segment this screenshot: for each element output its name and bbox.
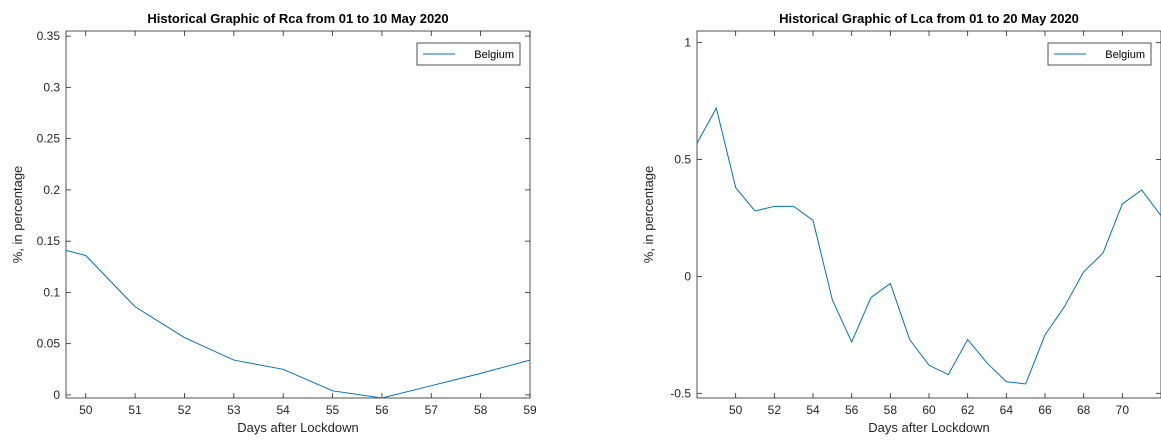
- y-tick-label: 0.15: [37, 234, 61, 248]
- x-tick-label: 60: [922, 403, 936, 417]
- chart-title: Historical Graphic of Rca from 01 to 10 …: [147, 11, 448, 26]
- y-tick-label: 1: [684, 36, 691, 50]
- legend: Belgium: [1047, 42, 1152, 66]
- x-tick-label: 51: [128, 403, 142, 417]
- y-tick-label: 0: [53, 388, 60, 402]
- series-line-belgium: [66, 249, 530, 398]
- legend-label: Belgium: [474, 49, 514, 61]
- x-tick-label: 52: [178, 403, 192, 417]
- legend-box: [416, 42, 521, 66]
- y-tick-label: 0.25: [37, 132, 61, 146]
- x-tick-label: 50: [729, 403, 743, 417]
- x-tick-label: 59: [523, 403, 537, 417]
- x-tick-label: 68: [1077, 403, 1091, 417]
- chart-1: Historical Graphic of Rca from 01 to 10 …: [10, 11, 537, 435]
- y-tick-label: 0: [684, 269, 691, 283]
- x-axis-label: Days after Lockdown: [237, 420, 358, 435]
- y-axis-label: %, in percentage: [641, 166, 656, 264]
- y-tick-label: 0.3: [43, 80, 60, 94]
- y-tick-label: 0.1: [43, 285, 60, 299]
- series-line-belgium: [697, 106, 1161, 385]
- x-axis-label: Days after Lockdown: [868, 420, 989, 435]
- x-tick-label: 53: [227, 403, 241, 417]
- x-tick-label: 58: [884, 403, 898, 417]
- x-tick-label: 66: [1038, 403, 1052, 417]
- chart-title: Historical Graphic of Lca from 01 to 20 …: [779, 11, 1079, 26]
- legend-box: [1047, 42, 1152, 66]
- x-tick-label: 55: [326, 403, 340, 417]
- y-axis-label: %, in percentage: [10, 166, 25, 264]
- x-tick-label: 62: [961, 403, 975, 417]
- legend: Belgium: [416, 42, 521, 66]
- x-tick-label: 64: [1000, 403, 1014, 417]
- x-tick-label: 58: [474, 403, 488, 417]
- legend-label: Belgium: [1105, 49, 1145, 61]
- plot-area: [696, 30, 1161, 399]
- x-tick-label: 56: [845, 403, 859, 417]
- x-tick-label: 52: [768, 403, 782, 417]
- x-tick-label: 57: [425, 403, 439, 417]
- x-tick-label: 54: [806, 403, 820, 417]
- x-tick-label: 50: [79, 403, 93, 417]
- y-tick-label: -0.5: [670, 386, 691, 400]
- y-tick-label: 0.05: [37, 337, 61, 351]
- y-tick-label: 0.2: [43, 183, 60, 197]
- x-tick-label: 70: [1116, 403, 1130, 417]
- y-tick-label: 0.35: [37, 29, 61, 43]
- plot-area: [65, 30, 531, 399]
- y-tick-label: 0.5: [674, 153, 691, 167]
- chart-2: Historical Graphic of Lca from 01 to 20 …: [641, 11, 1161, 435]
- x-tick-label: 54: [277, 403, 291, 417]
- x-tick-label: 56: [375, 403, 389, 417]
